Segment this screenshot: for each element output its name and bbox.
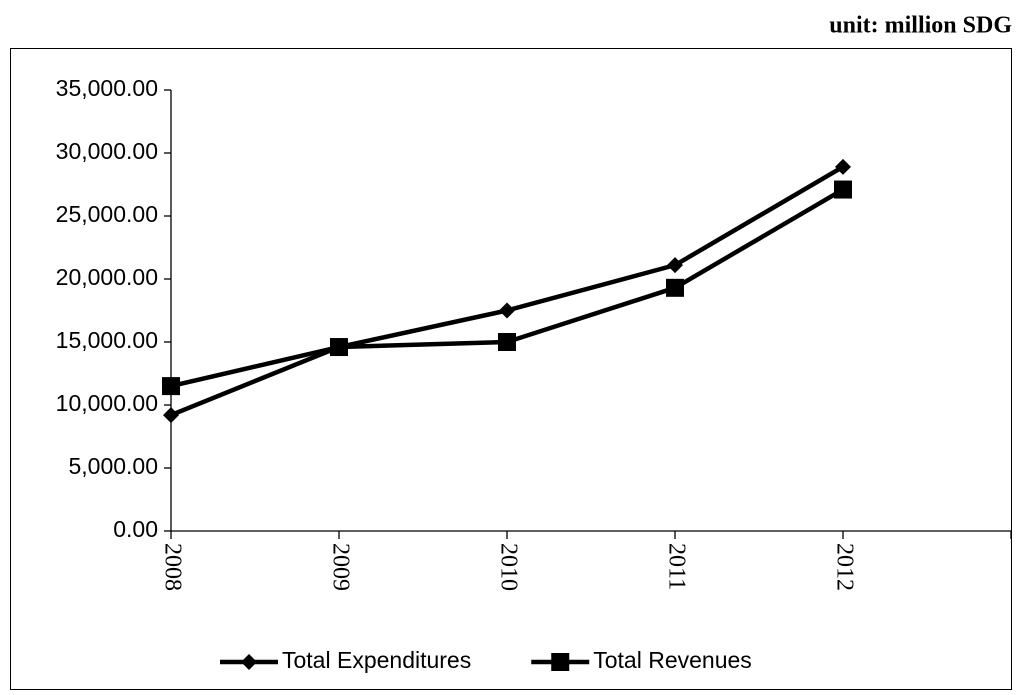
x-tick-label: 2009 <box>327 543 353 591</box>
legend-label: Total Expenditures <box>282 647 471 673</box>
data-point <box>666 278 684 297</box>
x-tick-label: 2008 <box>159 543 185 591</box>
legend-marker <box>241 654 257 670</box>
y-tick-label: 25,000.00 <box>56 201 158 227</box>
unit-annotation: unit: million SDG <box>829 13 1012 39</box>
x-tick-label: 2010 <box>495 543 521 591</box>
series-line <box>170 164 845 418</box>
data-point <box>498 333 516 351</box>
x-tick-label: 2012 <box>831 543 857 591</box>
y-tick-label: 20,000.00 <box>56 264 158 290</box>
data-point <box>835 158 851 175</box>
data-point <box>667 257 683 274</box>
y-tick-label: 0.00 <box>113 516 158 542</box>
y-tick-label: 35,000.00 <box>56 75 158 101</box>
data-point <box>162 377 180 396</box>
data-point <box>163 407 179 424</box>
x-tick-label: 2011 <box>663 543 689 590</box>
data-point <box>330 338 348 357</box>
chart-border <box>10 48 1012 690</box>
legend-label: Total Revenues <box>593 647 752 673</box>
y-tick-label: 10,000.00 <box>56 390 158 416</box>
y-tick-label: 30,000.00 <box>56 138 158 164</box>
y-tick-label: 15,000.00 <box>56 327 158 353</box>
legend-marker <box>551 653 570 671</box>
series-line <box>170 187 845 389</box>
y-tick-label: 5,000.00 <box>68 453 158 479</box>
data-point <box>499 302 515 319</box>
data-point <box>834 180 852 199</box>
